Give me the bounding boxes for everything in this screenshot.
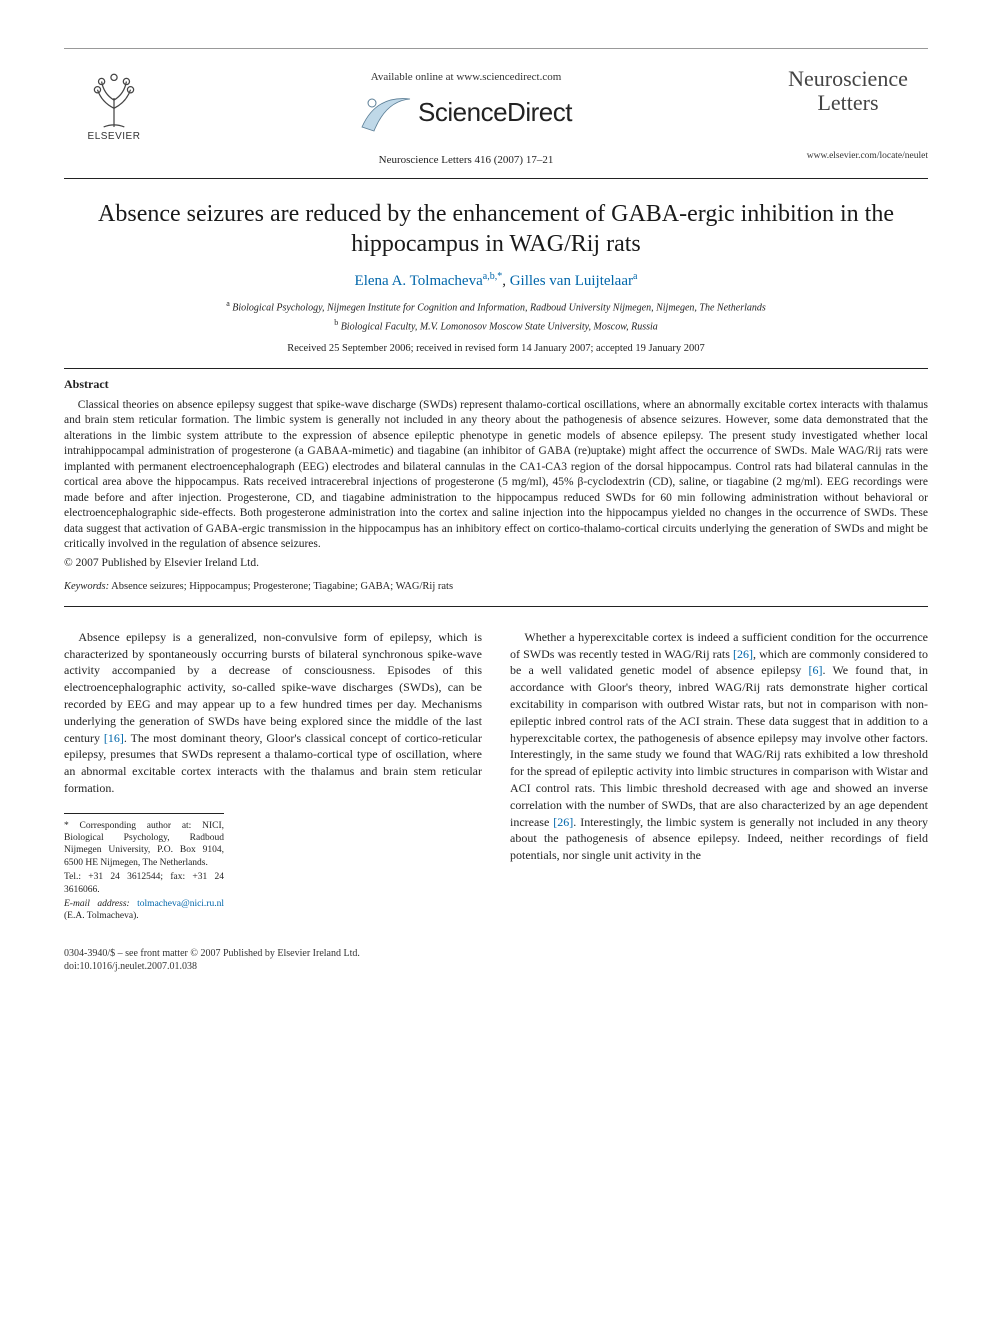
journal-reference: Neuroscience Letters 416 (2007) 17–21 [164, 154, 768, 166]
abstract-body: Classical theories on absence epilepsy s… [64, 398, 928, 553]
keywords-text: Absence seizures; Hippocampus; Progester… [111, 581, 453, 592]
corr-author-footnote: * Corresponding author at: NICI, Biologi… [64, 820, 224, 869]
citation-26a[interactable]: [26] [733, 647, 753, 661]
keywords-line: Keywords: Absence seizures; Hippocampus;… [64, 581, 928, 592]
article-dates: Received 25 September 2006; received in … [64, 343, 928, 354]
abstract-copyright: © 2007 Published by Elsevier Ireland Ltd… [64, 557, 928, 569]
sciencedirect-swoosh-icon [360, 91, 412, 133]
authors-line: Elena A. Tolmachevaa,b,*, Gilles van Lui… [64, 271, 928, 290]
sciencedirect-block: Available online at www.sciencedirect.co… [164, 67, 768, 166]
citation-26b[interactable]: [26] [553, 815, 573, 829]
journal-name-line1: Neuroscience [768, 67, 928, 91]
corr-author-email-line: E-mail address: tolmacheva@nici.ru.nl (E… [64, 898, 224, 923]
email-link[interactable]: tolmacheva@nici.ru.nl [137, 899, 224, 909]
sciencedirect-wordmark: ScienceDirect [418, 97, 572, 128]
corr-author-tel: Tel.: +31 24 3612544; fax: +31 24 361606… [64, 871, 224, 896]
email-label: E-mail address: [64, 899, 130, 909]
doi-line: doi:10.1016/j.neulet.2007.01.038 [64, 960, 928, 973]
elsevier-label: ELSEVIER [64, 131, 164, 142]
affiliation-b: b Biological Faculty, M.V. Lomonosov Mos… [64, 317, 928, 334]
citation-6[interactable]: [6] [808, 663, 822, 677]
affiliation-a: a Biological Psychology, Nijmegen Instit… [64, 298, 928, 315]
citation-16[interactable]: [16] [104, 731, 124, 745]
body-para-1: Absence epilepsy is a generalized, non-c… [64, 629, 482, 797]
abstract-bottom-rule [64, 606, 928, 607]
abstract-top-rule [64, 368, 928, 369]
author-2[interactable]: Gilles van Luijtelaar [510, 273, 633, 289]
footnote-block: * Corresponding author at: NICI, Biologi… [64, 813, 224, 923]
article-title: Absence seizures are reduced by the enha… [64, 199, 928, 259]
author-1[interactable]: Elena A. Tolmacheva [355, 273, 483, 289]
affiliation-a-text: Biological Psychology, Nijmegen Institut… [232, 302, 766, 313]
author-1-affil-sup: a,b, [483, 271, 497, 282]
journal-name-line2: Letters [768, 91, 928, 115]
elsevier-tree-icon [83, 67, 145, 129]
body-para-2d: . Interestingly, the limbic system is ge… [510, 815, 928, 863]
issn-line: 0304-3940/$ – see front matter © 2007 Pu… [64, 947, 928, 960]
body-para-2: Whether a hyperexcitable cortex is indee… [510, 629, 928, 864]
journal-url: www.elsevier.com/locate/neulet [768, 151, 928, 161]
affiliation-b-text: Biological Faculty, M.V. Lomonosov Mosco… [341, 322, 658, 333]
abstract-heading: Abstract [64, 377, 928, 392]
author-2-affil-sup: a [633, 271, 637, 282]
body-para-2c: . We found that, in accordance with Gloo… [510, 663, 928, 828]
body-columns: Absence epilepsy is a generalized, non-c… [64, 629, 928, 923]
front-matter-info: 0304-3940/$ – see front matter © 2007 Pu… [64, 947, 928, 973]
page-header: ELSEVIER Available online at www.science… [64, 48, 928, 166]
author-1-corr-star[interactable]: * [497, 271, 502, 282]
body-para-1a: Absence epilepsy is a generalized, non-c… [64, 630, 482, 745]
keywords-label: Keywords: [64, 581, 109, 592]
body-para-1b: . The most dominant theory, Gloor's clas… [64, 731, 482, 795]
elsevier-logo-block: ELSEVIER [64, 67, 164, 142]
available-online-text: Available online at www.sciencedirect.co… [164, 71, 768, 83]
journal-title-block: Neuroscience Letters www.elsevier.com/lo… [768, 67, 928, 161]
email-attribution: (E.A. Tolmacheva). [64, 911, 139, 921]
header-rule [64, 178, 928, 179]
